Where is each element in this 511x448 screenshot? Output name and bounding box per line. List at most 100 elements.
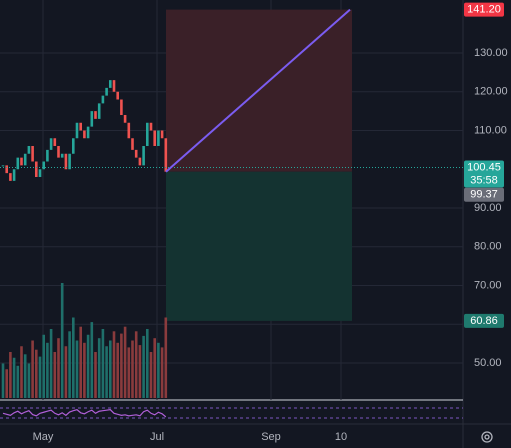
candle bbox=[97, 103, 101, 119]
volume-bar bbox=[94, 352, 97, 398]
volume-bar bbox=[131, 340, 134, 398]
loss-zone bbox=[166, 171, 352, 321]
volume-bar bbox=[116, 342, 119, 398]
volume-bar bbox=[101, 329, 105, 398]
volume-bar bbox=[134, 331, 138, 398]
target-tag-bg bbox=[464, 2, 504, 17]
candle bbox=[16, 157, 20, 170]
candle bbox=[72, 138, 75, 154]
volume-bar bbox=[146, 329, 149, 398]
candle bbox=[131, 138, 134, 150]
rsi-line bbox=[2, 409, 167, 418]
candle bbox=[157, 130, 160, 147]
volume-bar bbox=[64, 346, 68, 398]
y-tick-label: 70.00 bbox=[474, 279, 502, 291]
volume-bar bbox=[153, 338, 156, 398]
candle bbox=[83, 130, 86, 139]
last-tag-bg bbox=[464, 160, 504, 188]
candle bbox=[1, 165, 5, 167]
volume-bar bbox=[164, 317, 168, 398]
volume-bar bbox=[38, 356, 42, 398]
y-tick-label: 90.00 bbox=[474, 202, 502, 214]
volume-bar bbox=[127, 347, 131, 398]
volume-bar bbox=[42, 334, 45, 398]
x-tick-label: 10 bbox=[335, 431, 347, 443]
candle bbox=[149, 122, 153, 131]
volume-bar bbox=[27, 363, 31, 398]
candle bbox=[94, 111, 97, 119]
volume-bar bbox=[79, 326, 82, 398]
candle bbox=[105, 87, 108, 96]
volume-bar bbox=[35, 349, 38, 398]
candle bbox=[57, 146, 60, 158]
volume-bar bbox=[90, 322, 94, 398]
entry-tag: 99.37 bbox=[470, 189, 498, 201]
volume-bar bbox=[75, 340, 79, 398]
volume-bar bbox=[72, 317, 75, 398]
candle bbox=[116, 91, 119, 100]
volume-bar bbox=[53, 352, 57, 398]
candle bbox=[31, 146, 34, 162]
candle bbox=[86, 126, 90, 139]
target-line bbox=[165, 8, 351, 173]
candle bbox=[49, 138, 53, 150]
volume-bar bbox=[16, 365, 20, 398]
y-tick-label: 80.00 bbox=[474, 241, 502, 253]
candle bbox=[127, 122, 131, 139]
y-tick-label: 120.00 bbox=[474, 86, 508, 98]
settings-icon[interactable] bbox=[481, 431, 493, 443]
target-tag: 141.20 bbox=[467, 4, 501, 16]
candle bbox=[112, 80, 116, 92]
stop-tag-bg bbox=[464, 313, 504, 328]
candle bbox=[27, 146, 31, 154]
candle bbox=[101, 95, 105, 104]
volume-bar bbox=[23, 354, 27, 398]
volume-bar bbox=[86, 334, 90, 398]
y-tick-label: 130.00 bbox=[474, 47, 508, 59]
volume-bar bbox=[123, 326, 127, 398]
candle bbox=[75, 122, 79, 139]
candle bbox=[60, 153, 64, 158]
candle bbox=[120, 99, 123, 116]
candle bbox=[53, 138, 57, 147]
volume-bar bbox=[149, 352, 153, 398]
volume-bar bbox=[9, 352, 12, 398]
volume-bar bbox=[112, 331, 116, 398]
candle bbox=[68, 153, 71, 170]
volume-bar bbox=[20, 346, 23, 398]
volume-bar bbox=[46, 342, 49, 398]
volume-bar bbox=[60, 283, 64, 398]
candle bbox=[42, 161, 45, 170]
candle bbox=[46, 149, 49, 162]
candle bbox=[5, 165, 8, 174]
candle bbox=[12, 169, 16, 181]
volume-bar bbox=[12, 357, 16, 398]
candle bbox=[23, 153, 27, 166]
candle bbox=[153, 130, 156, 147]
volume-bar bbox=[105, 346, 108, 398]
entry-tag-bg bbox=[464, 187, 504, 202]
candle bbox=[142, 146, 145, 166]
candle bbox=[146, 122, 149, 147]
x-tick-label: May bbox=[33, 431, 54, 443]
candle bbox=[164, 138, 168, 172]
candle bbox=[9, 173, 12, 181]
candle bbox=[90, 111, 94, 127]
y-tick-label: 110.00 bbox=[474, 124, 507, 136]
candle bbox=[134, 149, 138, 158]
last-price-tag: 100.45 bbox=[467, 161, 501, 173]
volume-bar bbox=[5, 369, 8, 398]
x-tick-label: Jul bbox=[150, 431, 164, 443]
volume-bar bbox=[1, 363, 5, 398]
volume-bar bbox=[57, 338, 60, 398]
volume-bar bbox=[142, 335, 145, 398]
candle bbox=[38, 169, 42, 178]
volume-bar bbox=[160, 347, 164, 398]
candle bbox=[160, 130, 164, 139]
candle bbox=[109, 80, 112, 88]
volume-bar bbox=[109, 340, 112, 398]
countdown-tag: 35:58 bbox=[470, 174, 498, 186]
candle bbox=[35, 161, 38, 178]
candle bbox=[64, 153, 68, 170]
